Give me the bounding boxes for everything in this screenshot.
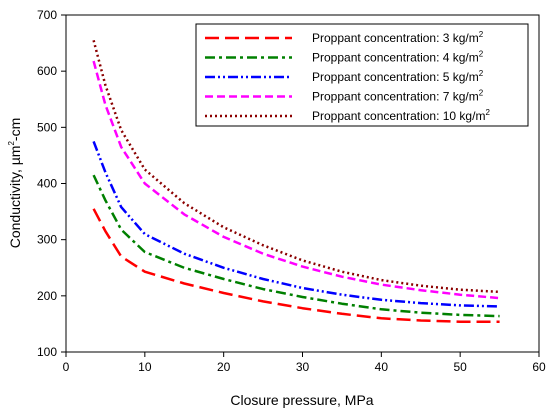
y-tick-label: 500	[37, 120, 57, 134]
x-tick-label: 60	[532, 360, 546, 374]
y-tick-label: 300	[37, 233, 57, 247]
x-axis-label: Closure pressure, MPa	[230, 392, 373, 408]
series-line-2	[92, 174, 500, 318]
y-tick-label: 200	[37, 289, 57, 303]
legend-label-4: Proppant concentration: 7 kg/m2	[312, 89, 484, 104]
x-tick-label: 30	[296, 360, 310, 374]
y-tick-label: 700	[37, 8, 57, 22]
series-line-4	[92, 60, 500, 300]
legend-label-2: Proppant concentration: 4 kg/m2	[312, 50, 484, 65]
legend-label-3: Proppant concentration: 5 kg/m2	[312, 69, 484, 84]
legend-label-1: Proppant concentration: 3 kg/m2	[312, 30, 484, 45]
x-tick-label: 0	[63, 360, 70, 374]
y-tick-label: 600	[37, 64, 57, 78]
legend: Proppant concentration: 3 kg/m2 Proppant …	[195, 23, 529, 127]
x-tick-label: 40	[375, 360, 389, 374]
y-tick-label: 100	[37, 345, 57, 359]
x-axis: 0 10 20 30 40 50 60	[63, 352, 546, 374]
x-tick-label: 20	[217, 360, 231, 374]
y-axis-label: Conductivity, µm2-cm	[7, 118, 23, 249]
y-tick-label: 400	[37, 177, 57, 191]
series-line-5	[92, 39, 500, 294]
legend-box	[195, 23, 529, 127]
x-tick-label: 50	[453, 360, 467, 374]
series-line-3	[92, 140, 500, 308]
x-tick-label: 10	[138, 360, 152, 374]
series-line-1	[92, 208, 500, 323]
series-layer	[92, 39, 500, 323]
y-axis: 100 200 300 400 500 600 700	[37, 8, 66, 359]
legend-label-5: Proppant concentration: 10 kg/m2	[312, 108, 490, 123]
